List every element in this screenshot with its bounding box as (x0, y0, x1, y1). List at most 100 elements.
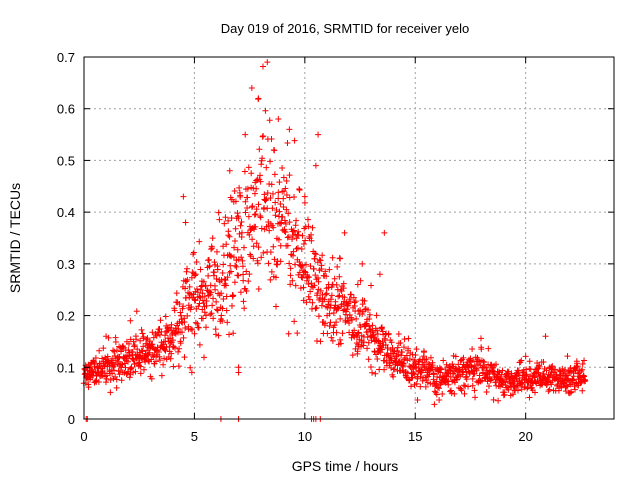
data-point (240, 277, 247, 284)
data-point (371, 334, 378, 341)
data-point (169, 337, 176, 344)
data-point (582, 377, 589, 384)
data-point (200, 315, 207, 322)
data-point (490, 396, 497, 403)
data-point (314, 290, 321, 297)
data-point (113, 347, 120, 354)
data-point (246, 271, 253, 278)
data-point (222, 214, 229, 221)
data-point (548, 381, 555, 388)
data-point (99, 355, 106, 362)
data-point (208, 310, 215, 317)
data-point (514, 387, 521, 394)
data-point (258, 225, 265, 232)
data-point (238, 254, 245, 261)
data-point (111, 348, 118, 355)
data-point (219, 305, 226, 312)
data-point (334, 263, 341, 270)
data-point (196, 293, 203, 300)
data-point (492, 361, 499, 368)
data-point (291, 318, 298, 325)
data-point (431, 401, 438, 408)
data-point (579, 366, 586, 373)
data-point (349, 316, 356, 323)
data-point (224, 274, 231, 281)
data-point (215, 209, 222, 216)
data-point (133, 308, 140, 315)
data-point (577, 374, 584, 381)
data-point (100, 362, 107, 369)
data-point (322, 320, 329, 327)
data-point (258, 161, 265, 168)
data-point (546, 386, 553, 393)
data-point (421, 349, 428, 356)
data-point (483, 388, 490, 395)
data-point (281, 217, 288, 224)
data-point (323, 290, 330, 297)
data-point (357, 277, 364, 284)
data-point (305, 274, 312, 281)
data-point (269, 205, 276, 212)
data-point (279, 165, 286, 172)
data-point (285, 210, 292, 217)
data-point (366, 311, 373, 318)
data-point (181, 318, 188, 325)
data-point (245, 213, 252, 220)
data-point (487, 377, 494, 384)
data-point (187, 364, 194, 371)
data-point (162, 313, 169, 320)
data-point (379, 346, 386, 353)
data-point (299, 262, 306, 269)
data-point (235, 364, 242, 371)
data-point (282, 185, 289, 192)
data-point (363, 320, 370, 327)
data-point (107, 389, 114, 396)
data-point (292, 282, 299, 289)
data-point (206, 263, 213, 270)
data-point (425, 360, 432, 367)
data-point (346, 320, 353, 327)
data-point (387, 354, 394, 361)
data-point (309, 224, 316, 231)
data-point (285, 233, 292, 240)
data-point (128, 364, 135, 371)
data-point (138, 326, 145, 333)
data-point (212, 331, 219, 338)
data-point (207, 311, 214, 318)
data-point (161, 332, 168, 339)
data-point (175, 325, 182, 332)
data-point (390, 373, 397, 380)
data-point (545, 388, 552, 395)
data-point (189, 269, 196, 276)
data-point (563, 382, 570, 389)
data-point (259, 155, 266, 162)
data-point (251, 211, 258, 218)
data-point (280, 188, 287, 195)
data-point (315, 131, 322, 138)
data-point (225, 232, 232, 239)
data-point (180, 193, 187, 200)
data-point (269, 190, 276, 197)
data-point (316, 256, 323, 263)
data-point (254, 257, 261, 264)
data-point (293, 217, 300, 224)
data-point (347, 298, 354, 305)
data-point (382, 341, 389, 348)
data-point (374, 330, 381, 337)
data-point (326, 322, 333, 329)
data-point (268, 135, 275, 142)
data-point (366, 315, 373, 322)
data-point (312, 305, 319, 312)
data-point (331, 322, 338, 329)
data-point (259, 63, 266, 70)
data-point (272, 274, 279, 281)
data-point (304, 216, 311, 223)
data-point (134, 346, 141, 353)
data-point (354, 330, 361, 337)
data-point (350, 294, 357, 301)
data-point (362, 321, 369, 328)
data-point (242, 198, 249, 205)
data-point (125, 340, 132, 347)
data-point (144, 335, 151, 342)
data-point (175, 363, 182, 370)
